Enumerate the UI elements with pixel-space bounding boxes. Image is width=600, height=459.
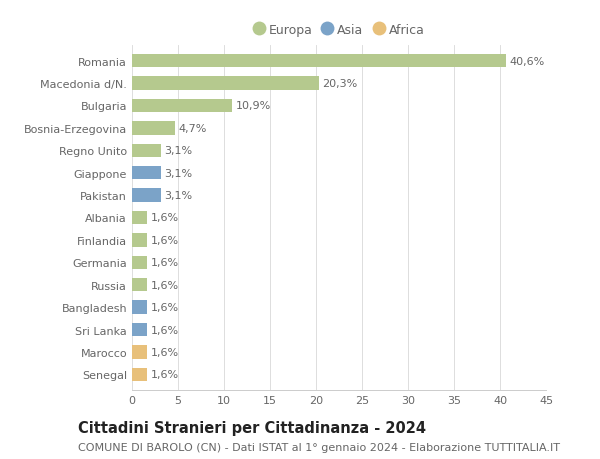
- Text: 40,6%: 40,6%: [509, 56, 544, 67]
- Legend: Europa, Asia, Africa: Europa, Asia, Africa: [251, 21, 427, 39]
- Text: 4,7%: 4,7%: [179, 123, 207, 134]
- Text: COMUNE DI BAROLO (CN) - Dati ISTAT al 1° gennaio 2024 - Elaborazione TUTTITALIA.: COMUNE DI BAROLO (CN) - Dati ISTAT al 1°…: [78, 442, 560, 452]
- Bar: [132, 301, 147, 314]
- Bar: [132, 211, 147, 225]
- Text: 3,1%: 3,1%: [164, 190, 193, 201]
- Bar: [132, 122, 175, 135]
- Bar: [132, 368, 147, 381]
- Text: 1,6%: 1,6%: [151, 235, 179, 246]
- Text: Cittadini Stranieri per Cittadinanza - 2024: Cittadini Stranieri per Cittadinanza - 2…: [78, 420, 426, 435]
- Text: 1,6%: 1,6%: [151, 302, 179, 313]
- Bar: [132, 100, 232, 113]
- Text: 3,1%: 3,1%: [164, 146, 193, 156]
- Bar: [132, 323, 147, 336]
- Bar: [132, 278, 147, 292]
- Bar: [132, 167, 161, 180]
- Bar: [132, 346, 147, 359]
- Bar: [132, 55, 506, 68]
- Text: 1,6%: 1,6%: [151, 369, 179, 380]
- Bar: [132, 256, 147, 269]
- Text: 1,6%: 1,6%: [151, 213, 179, 223]
- Bar: [132, 77, 319, 90]
- Text: 3,1%: 3,1%: [164, 168, 193, 178]
- Bar: [132, 144, 161, 158]
- Text: 1,6%: 1,6%: [151, 280, 179, 290]
- Text: 1,6%: 1,6%: [151, 258, 179, 268]
- Text: 10,9%: 10,9%: [236, 101, 271, 111]
- Text: 20,3%: 20,3%: [322, 79, 358, 89]
- Text: 1,6%: 1,6%: [151, 347, 179, 357]
- Text: 1,6%: 1,6%: [151, 325, 179, 335]
- Bar: [132, 234, 147, 247]
- Bar: [132, 189, 161, 202]
